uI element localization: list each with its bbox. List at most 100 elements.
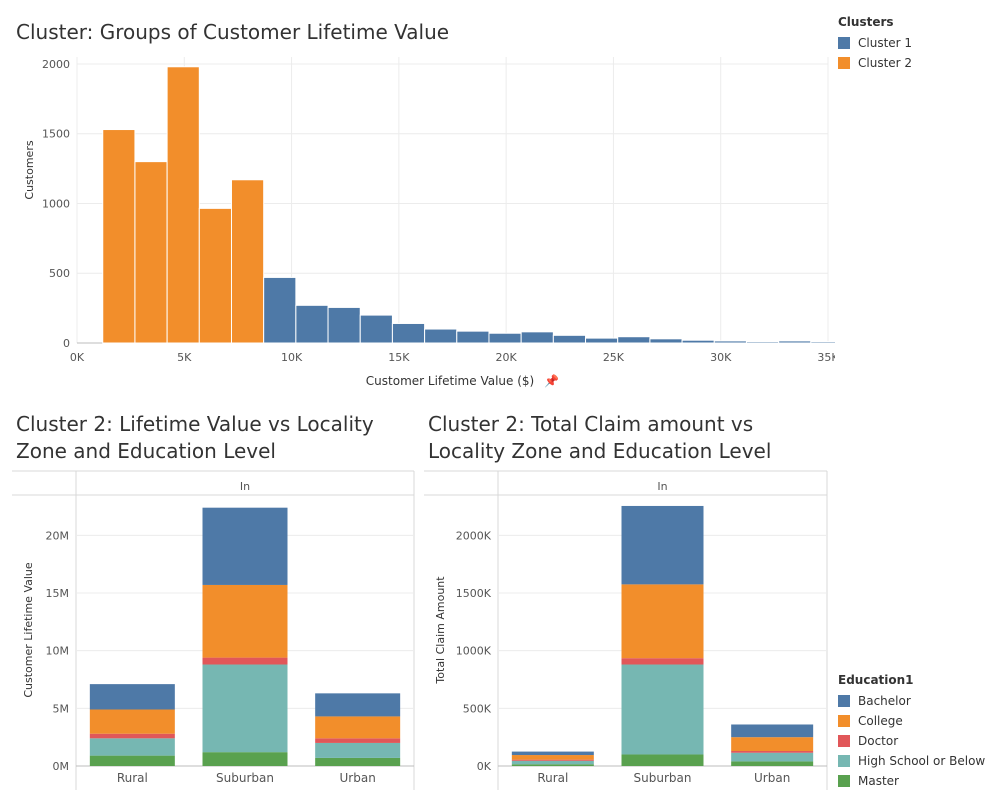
legend-label: Doctor bbox=[858, 734, 899, 748]
stacked-bar-segment bbox=[731, 724, 814, 738]
y-tick-label: 10M bbox=[46, 645, 70, 658]
y-tick-label: 1500K bbox=[456, 587, 492, 600]
histogram-bar bbox=[102, 129, 136, 344]
legend-swatch bbox=[838, 735, 850, 747]
stacked-bar-segment bbox=[89, 738, 175, 756]
legend-item-college[interactable]: College bbox=[838, 711, 985, 731]
legend-swatch bbox=[838, 57, 850, 69]
histogram-bar bbox=[424, 328, 458, 344]
legend-item-bachelor[interactable]: Bachelor bbox=[838, 691, 985, 711]
histogram-bar bbox=[745, 341, 780, 344]
stacked-bar-segment bbox=[731, 761, 814, 766]
y-tick-label: 1000K bbox=[456, 645, 492, 658]
stacked-bar-segment bbox=[89, 709, 175, 734]
category-label: Suburban bbox=[216, 771, 274, 785]
pin-icon: 📌 bbox=[544, 373, 559, 388]
legend-item-doctor[interactable]: Doctor bbox=[838, 731, 985, 751]
clusters-legend-title: Clusters bbox=[838, 15, 894, 29]
legend-item-cluster-2[interactable]: Cluster 2 bbox=[838, 53, 912, 73]
legend-swatch bbox=[838, 715, 850, 727]
legend-swatch bbox=[838, 37, 850, 49]
stacked-bar-segment bbox=[89, 684, 175, 710]
claim-amount-stacked-chart: In 0K 500K 1000K 1500K 2000K Rural Suburban Urba… bbox=[424, 470, 828, 790]
legend-label: Master bbox=[858, 774, 899, 788]
stacked-bar-segment bbox=[621, 658, 704, 665]
stacked-bar-segment bbox=[315, 716, 401, 739]
stacked-bar-segment bbox=[315, 757, 401, 766]
stacked-bar-segment bbox=[89, 755, 175, 766]
stacked-bar-segment bbox=[731, 752, 814, 762]
category-label: Rural bbox=[537, 771, 568, 785]
chart-1-title: Cluster: Groups of Customer Lifetime Val… bbox=[16, 20, 450, 44]
y-tick-label: 5M bbox=[53, 702, 70, 715]
histogram-bar bbox=[456, 330, 490, 344]
y-tick-label: 0 bbox=[63, 337, 70, 350]
histogram-bar bbox=[649, 338, 683, 344]
stacked-bar-segment bbox=[89, 733, 175, 739]
histogram-chart: 0K 5K 10K 15K 20K 25K 30K 35K 0 500 1000 1500 2000 Cu… bbox=[23, 57, 835, 388]
stacked-bar-segment bbox=[202, 507, 288, 585]
histogram-bar bbox=[391, 322, 426, 344]
histogram-bar bbox=[488, 332, 522, 344]
stacked-bar-segment bbox=[511, 751, 594, 756]
histogram-bar bbox=[166, 66, 200, 344]
histogram-bar bbox=[713, 340, 747, 344]
category-label: Rural bbox=[117, 771, 148, 785]
x-tick-label: 25K bbox=[603, 351, 625, 364]
y-tick-label: 1500 bbox=[42, 128, 70, 141]
x-tick-label: 5K bbox=[177, 351, 192, 364]
clusters-legend: Clusters Cluster 1 Cluster 2 bbox=[838, 15, 912, 73]
legend-item-high-school[interactable]: High School or Below bbox=[838, 751, 985, 771]
histogram-bar bbox=[134, 161, 168, 344]
histogram-bar bbox=[617, 336, 651, 344]
column-header: In bbox=[240, 480, 250, 493]
histogram-bar bbox=[681, 339, 715, 344]
legend-label: Cluster 2 bbox=[858, 56, 913, 70]
x-tick-label: 15K bbox=[388, 351, 410, 364]
histogram-bar bbox=[359, 314, 393, 344]
y-tick-label: 500 bbox=[49, 267, 70, 280]
histogram-bar bbox=[295, 304, 329, 344]
legend-label: High School or Below bbox=[858, 754, 986, 768]
legend-swatch bbox=[838, 695, 850, 707]
y-tick-label: 20M bbox=[46, 529, 70, 542]
stacked-bar-segment bbox=[731, 737, 814, 752]
stacked-bar-segment bbox=[621, 664, 704, 755]
education-legend: Education1 Bachelor College Doctor High … bbox=[838, 673, 985, 791]
legend-item-cluster-1[interactable]: Cluster 1 bbox=[838, 33, 912, 53]
stacked-bar-segment bbox=[511, 760, 594, 765]
histogram-bar bbox=[198, 207, 232, 344]
y-axis-title: Customers bbox=[23, 140, 36, 199]
y-tick-label: 2000 bbox=[42, 58, 70, 71]
y-tick-label: 2000K bbox=[456, 529, 492, 542]
column-header: In bbox=[657, 480, 667, 493]
stacked-bar-segment bbox=[731, 751, 814, 753]
histogram-bar bbox=[585, 337, 619, 344]
stacked-bar-segment bbox=[315, 693, 401, 717]
legend-label: College bbox=[858, 714, 903, 728]
y-tick-label: 1000 bbox=[42, 197, 70, 210]
y-tick-label: 15M bbox=[46, 587, 70, 600]
legend-item-master[interactable]: Master bbox=[838, 771, 985, 791]
histogram-bar bbox=[520, 331, 554, 344]
stacked-bar-segment bbox=[511, 759, 594, 761]
stacked-bar-segment bbox=[621, 505, 704, 585]
y-axis-title: Customer Lifetime Value bbox=[22, 562, 35, 698]
stacked-bar-segment bbox=[315, 738, 401, 743]
x-tick-label: 35K bbox=[817, 351, 835, 364]
stacked-bar-segment bbox=[315, 742, 401, 758]
category-label: Urban bbox=[340, 771, 376, 785]
stacked-bar-segment bbox=[202, 584, 288, 658]
category-label: Suburban bbox=[634, 771, 692, 785]
histogram-bar bbox=[778, 340, 812, 344]
y-tick-label: 0M bbox=[53, 760, 70, 773]
legend-swatch bbox=[838, 755, 850, 767]
stacked-bar-segment bbox=[511, 764, 594, 766]
histogram-bar bbox=[263, 276, 297, 344]
y-tick-label: 0K bbox=[477, 760, 492, 773]
category-label: Urban bbox=[754, 771, 790, 785]
stacked-bar-segment bbox=[621, 584, 704, 659]
legend-label: Bachelor bbox=[858, 694, 911, 708]
legend-label: Cluster 1 bbox=[858, 36, 913, 50]
stacked-bar-segment bbox=[202, 657, 288, 665]
